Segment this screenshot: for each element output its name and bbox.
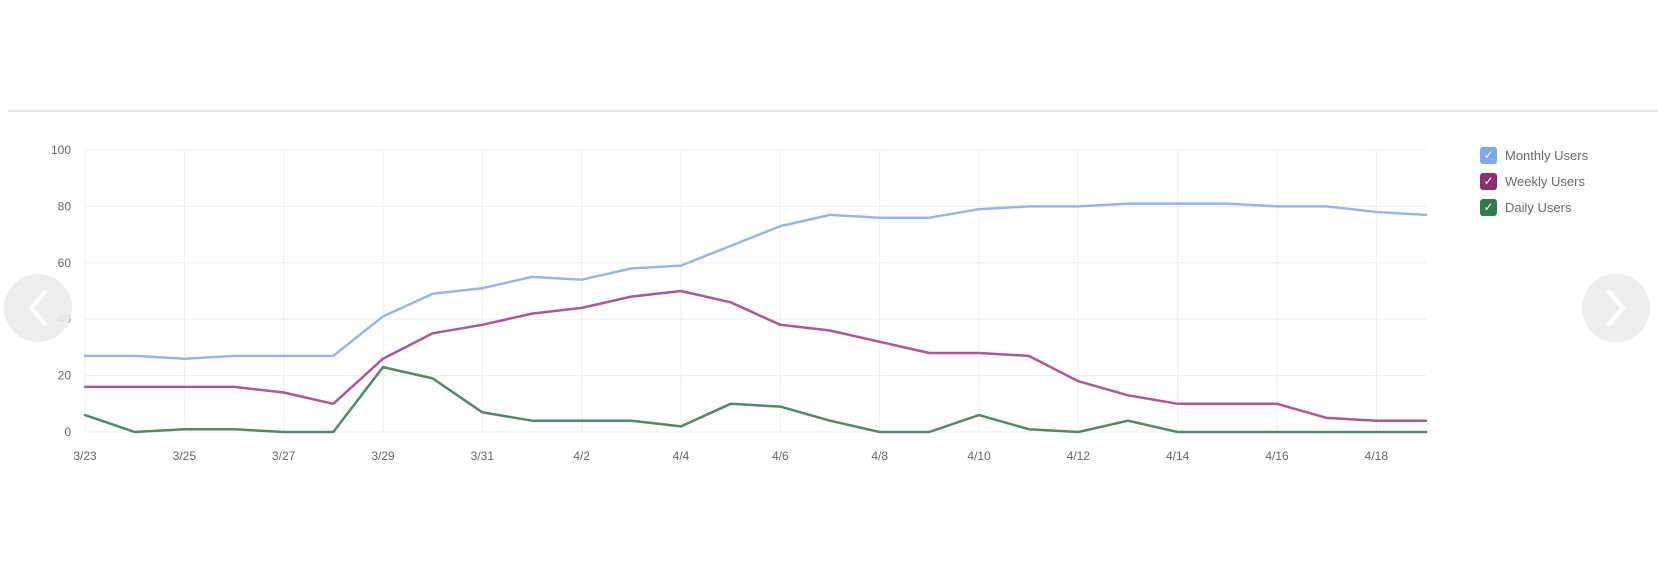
x-tick-label: 4/18 (1365, 449, 1389, 463)
x-tick-label: 4/16 (1265, 449, 1289, 463)
legend-label: Monthly Users (1505, 147, 1589, 163)
y-tick-label: 100 (51, 143, 71, 157)
legend-label: Daily Users (1505, 199, 1572, 215)
checkbox-checked-icon[interactable]: ✓ (1480, 172, 1497, 190)
x-tick-label: 3/29 (371, 449, 395, 463)
checkbox-checked-icon[interactable]: ✓ (1480, 146, 1497, 164)
legend-item-weekly-users[interactable]: ✓ Weekly Users (1480, 168, 1588, 194)
next-slide-button[interactable] (1582, 274, 1650, 342)
x-tick-label: 3/25 (173, 449, 197, 463)
x-tick-label: 4/10 (967, 449, 991, 463)
x-tick-label: 4/14 (1166, 449, 1190, 463)
series-line-daily-users (83, 365, 1428, 434)
checkbox-checked-icon[interactable]: ✓ (1480, 198, 1497, 216)
y-tick-label: 0 (64, 425, 71, 439)
chevron-left-icon (29, 290, 47, 326)
y-tick-label: 80 (58, 199, 72, 213)
previous-slide-button[interactable] (4, 274, 72, 342)
x-tick-label: 4/8 (871, 449, 888, 463)
y-tick-label: 20 (58, 369, 72, 383)
legend-label: Weekly Users (1505, 173, 1585, 189)
y-tick-label: 60 (58, 256, 72, 270)
chevron-right-icon (1607, 290, 1625, 326)
x-tick-label: 3/31 (471, 449, 495, 463)
line-chart: 0204060801003/233/253/273/293/314/24/44/… (51, 143, 1428, 463)
x-tick-label: 3/27 (272, 449, 296, 463)
legend-item-monthly-users[interactable]: ✓ Monthly Users (1480, 142, 1588, 168)
chart-panel: 0204060801003/233/253/273/293/314/24/44/… (8, 110, 1658, 512)
x-tick-label: 4/12 (1067, 449, 1091, 463)
series-line-weekly-users (83, 289, 1428, 422)
x-tick-label: 3/23 (73, 449, 97, 463)
legend-item-daily-users[interactable]: ✓ Daily Users (1480, 194, 1588, 220)
x-tick-label: 4/6 (772, 449, 789, 463)
x-tick-label: 4/4 (673, 449, 690, 463)
x-tick-label: 4/2 (573, 449, 590, 463)
series-line-monthly-users (83, 202, 1428, 360)
chart-legend: ✓ Monthly Users ✓ Weekly Users ✓ Daily U… (1480, 142, 1588, 220)
